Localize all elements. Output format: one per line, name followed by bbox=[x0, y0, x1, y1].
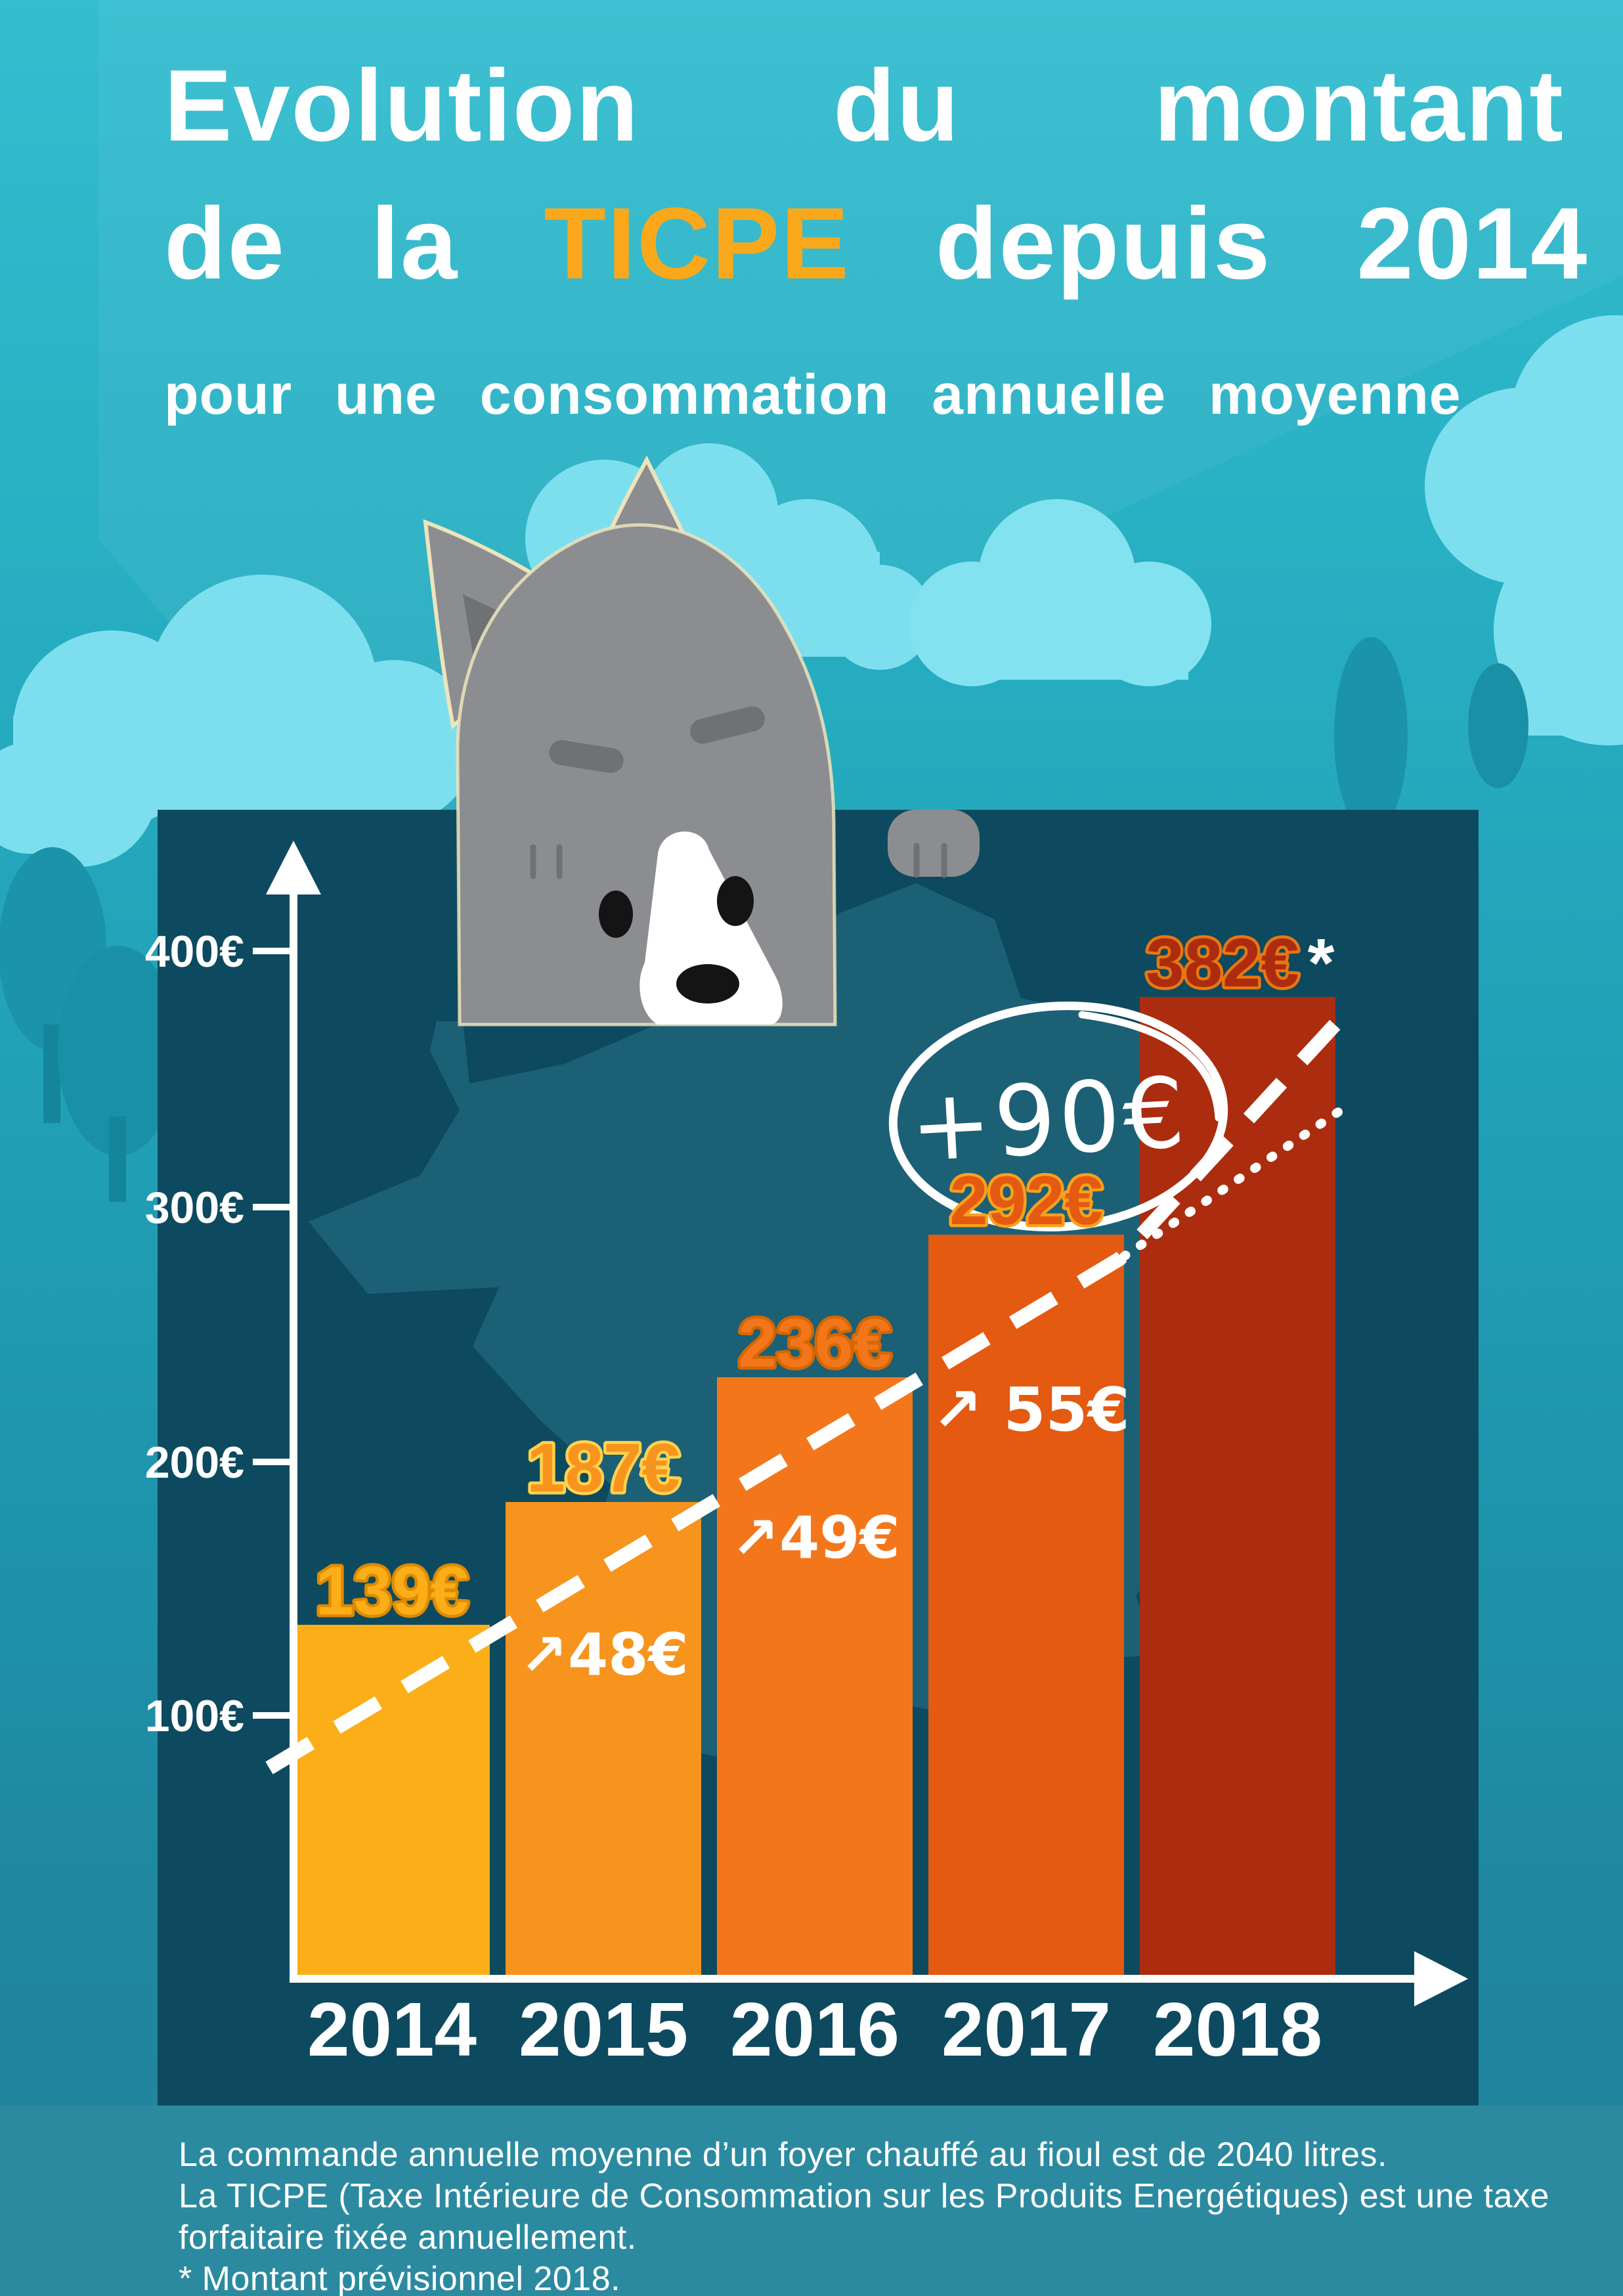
bar-2015 bbox=[506, 1502, 701, 1979]
wolf-right-eyebrow bbox=[690, 706, 765, 744]
y-tick-label-300: 300€ bbox=[145, 1183, 244, 1233]
wolf-right-paw-claws bbox=[913, 843, 947, 878]
title-line2-suffix: depuis 2014 bbox=[935, 187, 1589, 300]
value-label-2015: 187€ bbox=[527, 1430, 680, 1507]
title-line-2: de la TICPE depuis 2014 bbox=[164, 185, 1587, 302]
wolf-muzzle bbox=[639, 831, 783, 1025]
trend-line-dotted bbox=[1119, 1104, 1348, 1261]
value-label-2014: 139€ bbox=[315, 1553, 469, 1629]
wolf-right-eye bbox=[717, 876, 754, 926]
footer-line-3: forfaitaire fixée annuellement. bbox=[179, 2219, 637, 2257]
trees-right bbox=[1334, 637, 1528, 834]
cloud-left-small bbox=[0, 742, 138, 857]
wolf-left-eye bbox=[599, 891, 633, 938]
footer-line-2: La TICPE (Taxe Intérieure de Consommatio… bbox=[179, 2177, 1549, 2215]
value-label-2018: 382€ bbox=[1146, 925, 1299, 1002]
wolf-left-paw bbox=[506, 813, 594, 877]
y-tick-label-100: 100€ bbox=[145, 1691, 244, 1741]
annotation-plus90-label: +90€ bbox=[907, 1056, 1190, 1183]
wolf-paws bbox=[506, 810, 980, 879]
footer-text: La commande annuelle moyenne d’un foyer … bbox=[179, 2134, 1549, 2296]
value-label-2016: 236€ bbox=[738, 1305, 892, 1382]
title-ticpe-highlight: TICPE bbox=[544, 187, 850, 300]
y-axis-arrowhead bbox=[266, 841, 321, 894]
bar-2018 bbox=[1140, 997, 1335, 1979]
x-axis-arrowhead bbox=[1414, 1951, 1468, 2006]
wolf-right-paw bbox=[888, 810, 980, 877]
cloud-right-edge bbox=[1425, 315, 1623, 745]
cloud-right-of-wolf bbox=[909, 499, 1211, 686]
increment-2015: ↗48€ bbox=[519, 1621, 688, 1689]
increment-2017: ↗ 55€ bbox=[932, 1375, 1129, 1445]
wolf-left-paw-claws bbox=[530, 844, 563, 879]
trend-line-dashed bbox=[265, 1015, 1345, 1775]
year-label-2016: 2016 bbox=[730, 1987, 899, 2072]
footer-band bbox=[0, 2106, 1623, 2296]
year-label-2018: 2018 bbox=[1153, 1987, 1322, 2072]
subtitle: pour une consommation annuelle moyenne bbox=[164, 363, 1461, 426]
trees-left bbox=[0, 847, 179, 1202]
cloud-left-large bbox=[0, 575, 476, 867]
y-tick-label-200: 200€ bbox=[145, 1438, 244, 1488]
footer-line-4: * Montant prévisionnel 2018. bbox=[179, 2260, 621, 2296]
bar-value-labels: 139€ 187€ 236€ 292€ 382€ * bbox=[313, 922, 1335, 1633]
wolf-nose bbox=[676, 964, 739, 1004]
axes bbox=[253, 887, 1418, 1983]
x-axis-year-labels: 2014 2015 2016 2017 2018 bbox=[307, 1987, 1322, 2072]
year-label-2015: 2015 bbox=[519, 1987, 688, 2072]
y-tick-labels: 400€ 300€ 200€ 100€ bbox=[145, 927, 244, 1741]
footer-line-1: La commande annuelle moyenne d’un foyer … bbox=[179, 2136, 1387, 2174]
year-label-2014: 2014 bbox=[307, 1987, 477, 2072]
year-label-2017: 2017 bbox=[941, 1987, 1111, 2072]
y-tick-label-400: 400€ bbox=[145, 927, 244, 977]
bar-2014 bbox=[294, 1625, 490, 1979]
annotation-circle bbox=[888, 1001, 1228, 1232]
wolf-left-eyebrow bbox=[549, 740, 624, 773]
value-label-2017: 292€ bbox=[949, 1162, 1103, 1239]
value-label-2018-asterisk: * bbox=[1308, 925, 1335, 1002]
increment-2016: ↗49€ bbox=[731, 1504, 899, 1572]
increment-labels: ↗48€ ↗49€ ↗ 55€ bbox=[519, 1375, 1129, 1689]
title-line-1: Evolution du montant bbox=[164, 49, 1565, 162]
title-line2-prefix: de la bbox=[164, 187, 459, 300]
